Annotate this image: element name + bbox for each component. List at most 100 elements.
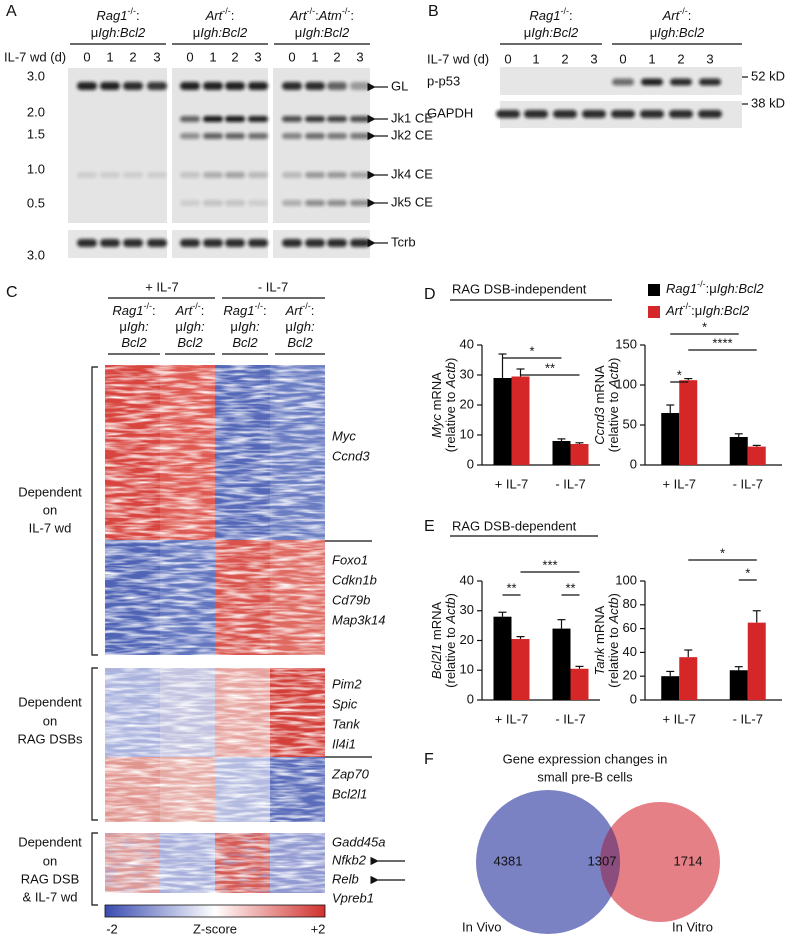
- blot-band: [350, 133, 370, 139]
- blot-band: [641, 78, 663, 86]
- y-axis-label: (relative to Actb): [443, 358, 458, 453]
- blot-band: [180, 116, 200, 122]
- colorbar-label: -2: [106, 921, 118, 936]
- lane-label: 0: [619, 51, 626, 66]
- lane-label: 1: [648, 51, 655, 66]
- text-run: μ: [230, 319, 238, 334]
- blot-band: [305, 172, 325, 178]
- blot-band: [180, 172, 200, 178]
- text-run: ): [443, 593, 458, 597]
- genotype-label: μIgh:Bcl2: [91, 25, 146, 40]
- genotype-label: μIgh:Bcl2: [524, 25, 579, 40]
- bracket: [91, 366, 98, 656]
- text-run: -/-: [192, 301, 201, 311]
- text-run: -/-: [143, 301, 152, 311]
- text-run: Art: [662, 8, 681, 23]
- gene-label: Map3k14: [332, 612, 385, 627]
- text-run: Bcl2l1: [429, 644, 444, 679]
- x-tick-label: - IL-7: [555, 711, 585, 726]
- y-axis-label: Myc mRNA: [429, 372, 444, 438]
- text-run: Igh:: [127, 319, 149, 334]
- blot-band: [203, 172, 223, 178]
- lane-label: 2: [231, 49, 238, 64]
- lane-label: 1: [311, 49, 318, 64]
- x-tick-label: - IL-7: [555, 476, 585, 491]
- blot-band: [327, 172, 347, 178]
- blot-band: [350, 239, 370, 247]
- gene-label: Gadd45a: [332, 834, 386, 849]
- blot-band: [282, 172, 302, 178]
- text-run: Actb: [606, 362, 621, 389]
- blot: [172, 68, 268, 223]
- text-run: μ: [295, 25, 303, 40]
- blot-band: [225, 239, 245, 247]
- text-run: -/-: [254, 301, 263, 311]
- text-run: :: [231, 8, 235, 23]
- y-tick-label: 0: [630, 691, 637, 706]
- legend-swatch: [648, 306, 660, 318]
- venn-set-label: In Vitro: [672, 919, 713, 934]
- text-run: :: [152, 303, 156, 318]
- y-tick-label: 150: [615, 336, 637, 351]
- bar: [493, 378, 512, 465]
- venn-title: small pre-B cells: [537, 769, 633, 784]
- marker-label: 38 kD: [751, 95, 785, 110]
- bar: [679, 657, 698, 700]
- significance-label: *: [677, 367, 682, 382]
- text-run: :: [201, 303, 205, 318]
- y-tick-label: 60: [623, 620, 637, 635]
- panel-letter: A: [6, 3, 17, 20]
- y-axis-label: Ccnd3 mRNA: [592, 365, 607, 445]
- gene-label: Foxo1: [332, 552, 368, 567]
- y-axis-label: (relative to Actb): [606, 593, 621, 688]
- colorbar-label: Z-score: [193, 921, 237, 936]
- y-tick-label: 40: [460, 336, 474, 351]
- blot-band: [350, 172, 370, 178]
- y-tick-label: 20: [460, 396, 474, 411]
- cluster-label: RAG DSB: [21, 871, 80, 886]
- blot-band: [77, 239, 97, 247]
- text-run: -/-: [683, 301, 692, 311]
- genotype-label: Bcl2: [121, 335, 147, 350]
- y-tick-label: 10: [460, 662, 474, 677]
- gene-label: Il4i1: [332, 736, 356, 751]
- lane-label: 0: [83, 49, 90, 64]
- band-label: Jk2 CE: [391, 127, 433, 142]
- text-run: Art: [285, 303, 304, 318]
- y-tick-label: 20: [460, 632, 474, 647]
- blot-band: [180, 133, 200, 139]
- text-run: -/-: [222, 6, 231, 16]
- gene-label: Spic: [332, 696, 358, 711]
- text-run: Igh:: [238, 319, 260, 334]
- gene-label: Bcl2l1: [332, 786, 367, 801]
- text-run: Rag1: [96, 8, 127, 23]
- condition-label: + IL-7: [145, 279, 179, 294]
- y-tick-label: 100: [615, 376, 637, 391]
- blot-band: [282, 116, 302, 122]
- text-run: μ: [650, 25, 658, 40]
- gene-label: Pim2: [332, 676, 362, 691]
- band-label: Tcrb: [391, 234, 416, 249]
- size-marker: 0.5: [27, 195, 45, 210]
- blot-band: [203, 116, 223, 122]
- text-run: Rag1: [112, 303, 143, 318]
- blot-band: [350, 82, 370, 90]
- gene-label: Myc: [332, 428, 356, 443]
- text-run: (relative to: [606, 388, 621, 452]
- blot-band: [225, 200, 245, 206]
- blot-band: [669, 110, 693, 118]
- genotype-label: μIgh:Bcl2: [295, 25, 350, 40]
- y-axis-label: (relative to Actb): [606, 358, 621, 453]
- text-run: Art: [205, 8, 224, 23]
- venn-title: Gene expression changes in: [503, 751, 668, 766]
- band-label: Jk1 CE: [391, 110, 433, 125]
- x-tick-label: + IL-7: [495, 711, 529, 726]
- gene-label: Cd79b: [332, 592, 370, 607]
- band-label: Jk5 CE: [391, 194, 433, 209]
- lane-label: 0: [186, 49, 193, 64]
- text-run: -/-: [127, 6, 136, 16]
- text-run: mRNA: [592, 365, 607, 407]
- blot-band: [203, 82, 223, 90]
- panel-letter: D: [424, 286, 436, 303]
- y-axis-label: Bcl2l1 mRNA: [429, 602, 444, 680]
